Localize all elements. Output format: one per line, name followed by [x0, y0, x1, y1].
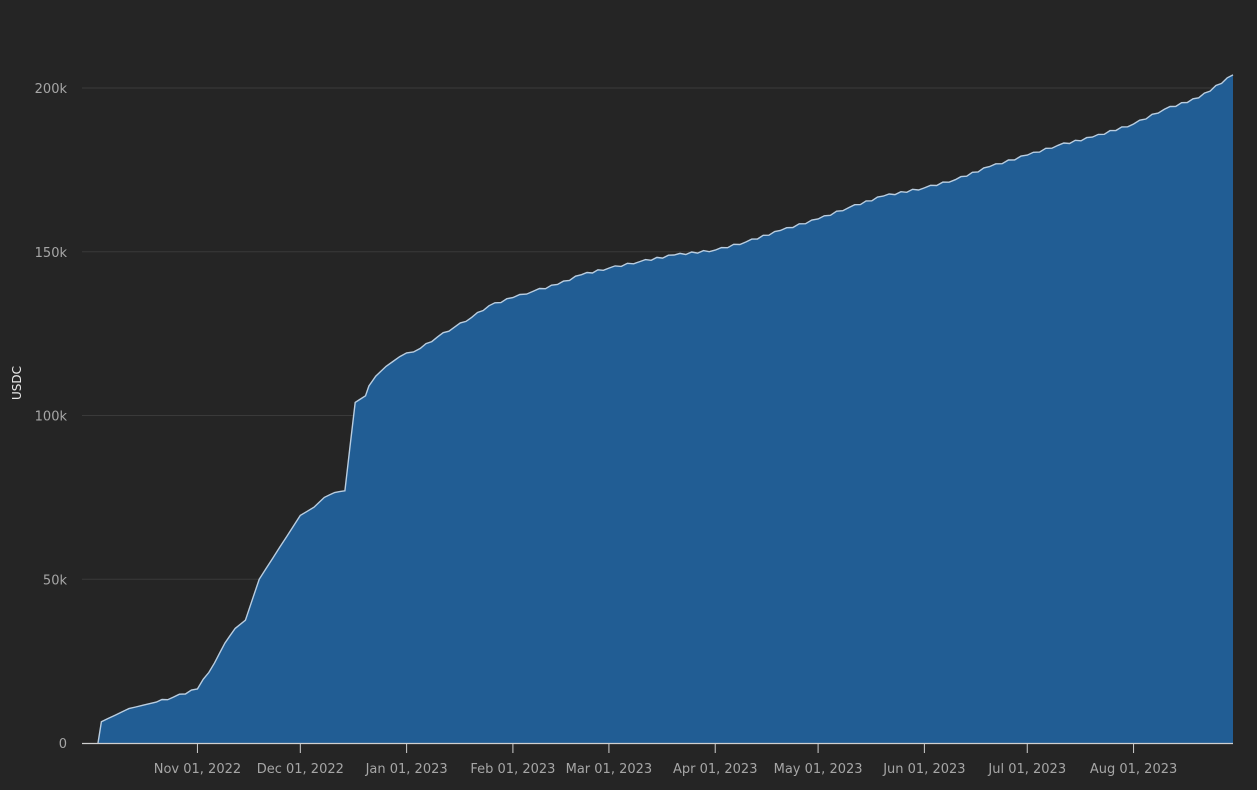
y-tick-label: 50k [43, 573, 68, 588]
area-fill [98, 74, 1233, 743]
x-tick-label: Jun 01, 2023 [882, 762, 965, 777]
area-series [97, 74, 1234, 744]
y-tick-label: 100k [35, 410, 68, 425]
x-tick-label: Aug 01, 2023 [1090, 762, 1177, 777]
y-tick-label: 200k [35, 82, 68, 97]
x-tick-label: Feb 01, 2023 [470, 762, 555, 777]
y-tick-label: 150k [35, 246, 68, 261]
x-tick-labels: Nov 01, 2022 Dec 01, 2022 Jan 01, 2023 Feb … [154, 743, 1177, 777]
x-tick-label: Apr 01, 2023 [673, 762, 758, 777]
x-tick-label: Mar 01, 2023 [566, 762, 653, 777]
y-axis: 0 50k 100k 150k 200k [35, 82, 68, 752]
y-axis-title: USDC [10, 366, 24, 400]
x-tick-label: Jul 01, 2023 [987, 762, 1066, 777]
y-tick-label: 0 [59, 737, 67, 752]
x-tick-label: Nov 01, 2022 [154, 762, 241, 777]
series-line [97, 74, 1234, 744]
x-tick-label: Jan 01, 2023 [365, 762, 448, 777]
x-tick-label: May 01, 2023 [774, 762, 863, 777]
x-tick-label: Dec 01, 2022 [257, 762, 344, 777]
